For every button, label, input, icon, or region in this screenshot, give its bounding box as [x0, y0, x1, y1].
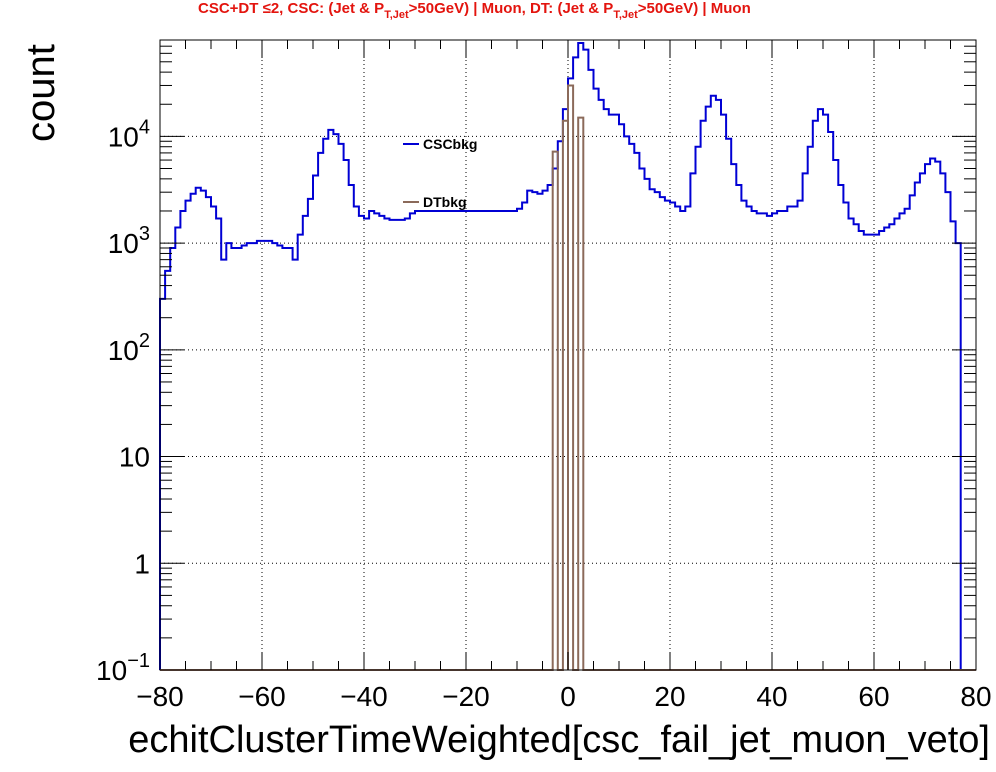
legend: CSCbkg DTbkg [403, 136, 477, 210]
y-axis-label: count [19, 44, 63, 142]
chart-title: CSC+DT ≤2, CSC: (Jet & PT,Jet>50GeV) | M… [198, 0, 751, 21]
x-tick-label-4: 0 [560, 681, 576, 712]
y-tick-label-4: 103 [108, 223, 150, 259]
x-tick-label-6: 40 [756, 681, 787, 712]
series-layer [159, 41, 976, 671]
axis-ticks [159, 39, 977, 671]
legend-label-cscbkg: CSCbkg [423, 136, 477, 152]
x-tick-label-0: −80 [136, 681, 184, 712]
y-tick-label-1: 1 [134, 548, 150, 579]
series-dtbkg [160, 84, 976, 671]
x-axis-label: echitClusterTimeWeighted[csc_fail_jet_mu… [128, 719, 990, 761]
series-cscbkg [159, 41, 962, 670]
x-tick-label-3: −20 [442, 681, 490, 712]
y-tick-label-5: 104 [108, 116, 150, 152]
x-tick-label-5: 20 [654, 681, 685, 712]
y-tick-label-3: 102 [108, 330, 150, 366]
tick-labels: −80 −60 −40 −20 0 20 40 60 80 10−1 1 10 102 103 104 [96, 116, 992, 712]
x-tick-label-8: 80 [960, 681, 991, 712]
x-tick-label-1: −60 [238, 681, 286, 712]
x-tick-label-2: −40 [340, 681, 388, 712]
x-tick-label-7: 60 [858, 681, 889, 712]
y-tick-label-0: 10−1 [96, 650, 150, 686]
y-tick-label-2: 10 [119, 442, 150, 473]
legend-label-dtbkg: DTbkg [423, 194, 467, 210]
